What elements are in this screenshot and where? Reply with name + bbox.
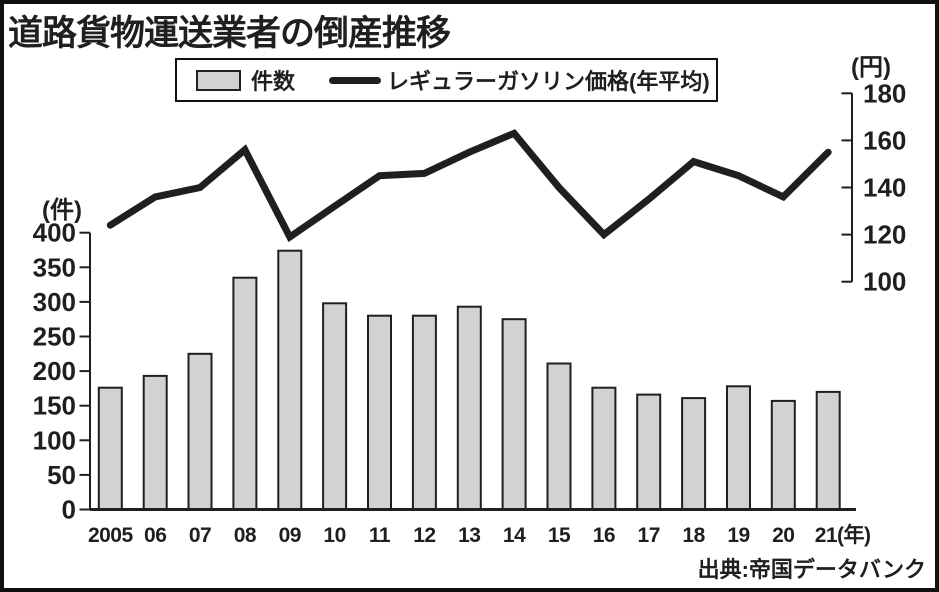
x-axis-label: 09 xyxy=(279,524,301,547)
left-axis-tick-label: 200 xyxy=(33,356,76,386)
left-axis-tick-label: 0 xyxy=(62,495,76,525)
bar-13 xyxy=(456,305,482,511)
legend-line-label: レギュラーガソリン価格(年平均) xyxy=(387,69,710,94)
left-axis-tick-label: 400 xyxy=(33,218,76,248)
right-axis-tick-label: 180 xyxy=(863,78,906,108)
bar-12 xyxy=(411,314,437,511)
x-axis-label: 15 xyxy=(548,524,571,547)
x-axis-label: 13 xyxy=(458,524,480,547)
x-axis-label: 16 xyxy=(593,524,615,547)
x-axis-label: 21(年) xyxy=(815,523,871,547)
x-axis-label: 20 xyxy=(772,524,794,547)
left-axis-unit: (件) xyxy=(42,197,82,224)
x-axis-label: 17 xyxy=(638,524,660,547)
legend-bar-swatch xyxy=(196,69,241,91)
legend: 件数 レギュラーガソリン価格(年平均) xyxy=(175,58,718,102)
x-axis-label: 18 xyxy=(682,524,705,547)
bar-07 xyxy=(187,352,213,511)
x-axis-label: 19 xyxy=(727,524,749,547)
x-axis-label: 14 xyxy=(503,524,526,547)
x-axis-label: 11 xyxy=(369,524,391,547)
bar-2005 xyxy=(97,386,123,511)
right-axis-unit: (円) xyxy=(851,54,891,81)
left-axis-tick-label: 300 xyxy=(33,287,76,317)
bar-16 xyxy=(591,386,617,511)
legend-line-swatch xyxy=(329,76,382,84)
x-axis-label: 12 xyxy=(413,524,435,547)
right-axis-tick-label: 100 xyxy=(863,267,906,297)
left-axis-tick-label: 250 xyxy=(33,322,76,352)
bar-21 xyxy=(815,390,841,511)
x-axis-label: 10 xyxy=(323,524,345,547)
left-axis-tick-label: 150 xyxy=(33,391,76,421)
right-axis-tick-label: 140 xyxy=(863,173,906,203)
right-axis-tick-label: 160 xyxy=(863,125,906,155)
x-axis-label: 07 xyxy=(189,524,211,547)
legend-bar-label: 件数 xyxy=(251,69,296,94)
bar-14 xyxy=(501,318,527,511)
gasoline-price-line xyxy=(106,129,832,243)
x-axis-label: 08 xyxy=(234,524,257,547)
x-axis-label: 2005 xyxy=(88,524,134,547)
bar-10 xyxy=(322,302,348,511)
source-credit: 出典:帝国データバンク xyxy=(697,557,926,582)
left-axis-tick-label: 100 xyxy=(33,425,76,455)
bar-06 xyxy=(142,374,168,511)
bar-09 xyxy=(277,249,303,511)
bar-11 xyxy=(367,314,392,511)
x-axis-label: 06 xyxy=(144,524,166,547)
left-axis-tick-label: 50 xyxy=(47,460,76,490)
bar-15 xyxy=(546,362,572,511)
bar-20 xyxy=(770,399,796,511)
chart-title: 道路貨物運送業者の倒産推移 xyxy=(8,14,451,53)
right-axis-tick-label: 120 xyxy=(863,220,906,250)
left-axis-tick-label: 350 xyxy=(33,252,76,282)
bar-19 xyxy=(726,385,751,511)
bar-17 xyxy=(636,393,662,511)
bar-18 xyxy=(681,397,707,511)
bar-08 xyxy=(232,276,258,511)
